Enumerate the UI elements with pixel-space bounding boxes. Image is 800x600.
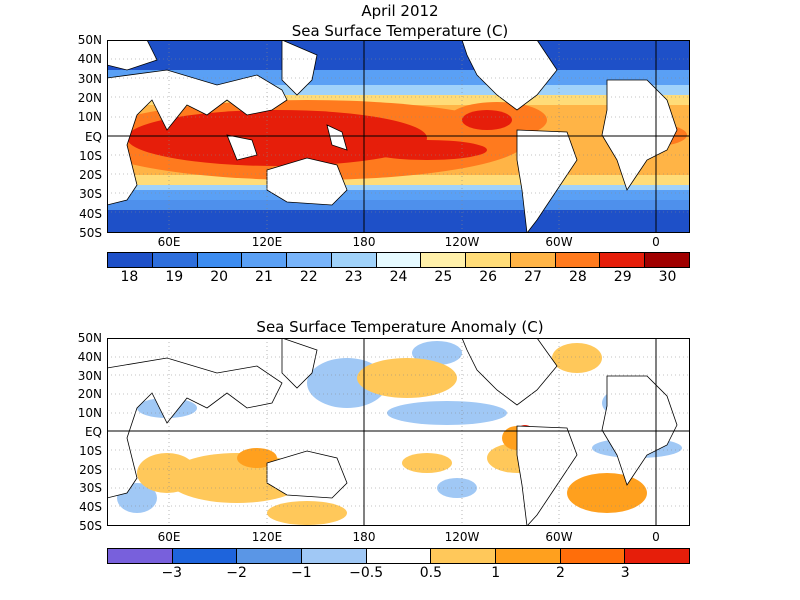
lat-label: EQ	[84, 425, 102, 439]
colorbar-label: 21	[255, 269, 273, 285]
anomaly-map	[107, 338, 690, 531]
lon-label: 60W	[545, 530, 573, 544]
colorbar-label: 1	[491, 565, 501, 581]
colorbar-label: 3	[620, 565, 630, 581]
colorbar-swatch	[431, 549, 497, 563]
lat-label: 50N	[77, 33, 102, 47]
colorbar-swatch	[376, 253, 422, 267]
colorbar-label: −2	[226, 565, 247, 581]
colorbar-label: 26	[479, 269, 498, 285]
colorbar-swatch	[645, 253, 689, 267]
lat-label: 10N	[77, 110, 102, 125]
colorbar-swatch	[560, 549, 626, 563]
lat-label: 40N	[77, 52, 102, 67]
sst-colorbar	[107, 252, 690, 268]
lat-label: 30S	[79, 187, 102, 202]
colorbar-label: 30	[658, 269, 677, 285]
colorbar-label: 18	[120, 269, 139, 285]
lat-label: 30S	[79, 481, 102, 496]
lat-label: 40N	[77, 349, 102, 364]
colorbar-swatch	[496, 549, 561, 563]
colorbar-label: 2	[555, 565, 565, 581]
colorbar-swatch	[152, 253, 198, 267]
lon-label: 0	[652, 530, 660, 544]
lat-label: 50S	[79, 519, 102, 533]
colorbar-label: 25	[434, 269, 453, 285]
colorbar-swatch	[466, 253, 511, 267]
colorbar-swatch	[625, 549, 690, 563]
colorbar-swatch	[421, 253, 467, 267]
anomaly-title: Sea Surface Temperature Anomaly (C)	[256, 318, 544, 336]
lat-label: 30N	[77, 368, 102, 383]
lon-label: 60E	[157, 235, 181, 249]
lat-label: 30N	[77, 71, 102, 86]
colorbar-label: −0.5	[349, 565, 384, 581]
lon-label: 120E	[251, 235, 283, 249]
colorbar-swatch	[108, 549, 173, 563]
lon-label: 120W	[444, 530, 480, 544]
colorbar-swatch	[197, 253, 243, 267]
lon-label: 180	[352, 530, 376, 544]
colorbar-swatch	[108, 253, 153, 267]
colorbar-swatch	[237, 549, 303, 563]
colorbar-swatch	[302, 549, 367, 563]
lat-label: EQ	[84, 129, 102, 144]
colorbar-swatch	[510, 253, 556, 267]
lon-label: 60E	[157, 530, 181, 544]
lat-label: 20N	[77, 90, 102, 105]
colorbar-label: 29	[613, 269, 632, 285]
lat-label: 10S	[79, 443, 102, 458]
lat-label: 50N	[77, 331, 102, 345]
colorbar-label: 20	[210, 269, 229, 285]
colorbar-label: −1	[291, 565, 312, 581]
colorbar-swatch	[242, 253, 288, 267]
colorbar-swatch	[366, 549, 432, 563]
colorbar-swatch	[555, 253, 601, 267]
lon-label: 0	[652, 235, 660, 249]
colorbar-label: 28	[568, 269, 587, 285]
colorbar-label: 23	[344, 269, 363, 285]
lon-label: 120E	[251, 530, 283, 544]
lat-label: 40S	[79, 500, 102, 515]
colorbar-label: 22	[299, 269, 318, 285]
colorbar-label: 0.5	[419, 565, 442, 581]
lon-label: 60W	[545, 235, 573, 249]
sst-title: Sea Surface Temperature (C)	[291, 22, 509, 40]
date-title: April 2012	[361, 2, 439, 20]
colorbar-label: 27	[524, 269, 542, 285]
colorbar-label: −3	[161, 565, 183, 581]
colorbar-swatch	[172, 549, 238, 563]
lat-label: 40S	[79, 206, 102, 221]
lon-label: 120W	[444, 235, 480, 249]
lon-label: 180	[352, 235, 376, 249]
colorbar-swatch	[600, 253, 646, 267]
colorbar-label: 19	[165, 269, 184, 285]
colorbar-label: 24	[389, 269, 408, 285]
anomaly-colorbar	[107, 548, 690, 564]
lat-label: 20S	[79, 462, 102, 477]
lat-label: 20S	[79, 168, 102, 183]
lat-label: 50S	[79, 226, 102, 240]
lat-label: 10S	[79, 148, 102, 163]
lat-label: 10N	[77, 406, 102, 421]
colorbar-swatch	[331, 253, 377, 267]
lat-label: 20N	[77, 387, 102, 402]
colorbar-swatch	[287, 253, 332, 267]
sst-map	[107, 40, 690, 233]
